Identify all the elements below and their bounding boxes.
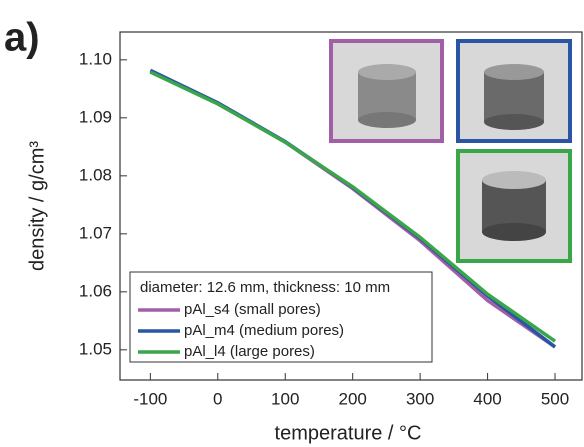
- y-tick-label: 1.05: [79, 339, 112, 358]
- panel-label: a): [4, 16, 40, 60]
- chart: a) temperature / °C density / g/cm³ diam…: [0, 0, 584, 447]
- y-axis-label: density / g/cm³: [26, 141, 48, 271]
- x-axis-label: temperature / °C: [275, 422, 422, 444]
- y-tick-label: 1.09: [79, 107, 112, 126]
- photo-large: [458, 151, 570, 261]
- legend-label: pAl_m4 (medium pores): [184, 322, 344, 339]
- page: a) temperature / °C density / g/cm³ diam…: [0, 0, 584, 447]
- y-tick-label: 1.06: [79, 281, 112, 300]
- legend-label: pAl_l4 (large pores): [184, 343, 315, 360]
- x-tick-label: 0: [213, 389, 222, 408]
- x-tick-label: 300: [406, 389, 434, 408]
- x-tick-label: 200: [338, 389, 366, 408]
- x-tick-label: -100: [133, 389, 167, 408]
- photo-small: [331, 41, 442, 141]
- y-tick-label: 1.10: [79, 49, 112, 68]
- legend-label: pAl_s4 (small pores): [184, 301, 321, 318]
- photo-medium: [458, 41, 570, 141]
- y-tick-label: 1.08: [79, 165, 112, 184]
- legend-title: diameter: 12.6 mm, thickness: 10 mm: [140, 279, 390, 296]
- y-tick-label: 1.07: [79, 223, 112, 242]
- x-tick-label: 400: [473, 389, 501, 408]
- x-tick-label: 500: [541, 389, 569, 408]
- x-tick-label: 100: [271, 389, 299, 408]
